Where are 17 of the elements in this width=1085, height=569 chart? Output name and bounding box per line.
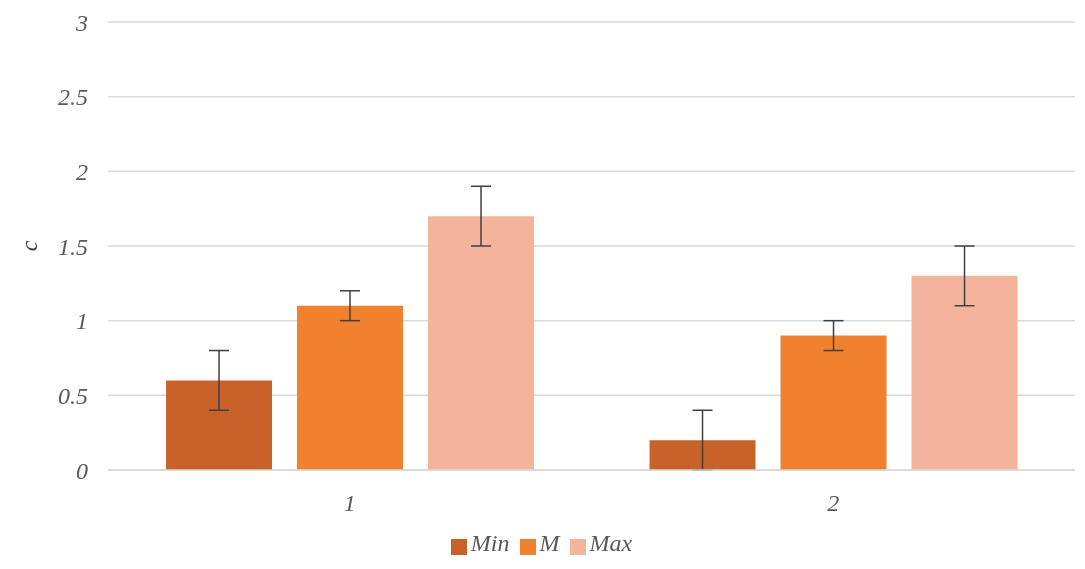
bar — [297, 305, 404, 470]
bar — [428, 216, 535, 470]
bar — [911, 275, 1018, 470]
y-tick-label: 2.5 — [58, 84, 88, 111]
bar — [780, 335, 887, 470]
y-axis-title: c — [15, 240, 42, 252]
y-tick-label: 0 — [76, 457, 88, 484]
bar — [649, 440, 756, 470]
y-tick-label: 1.5 — [58, 233, 88, 260]
legend-label: Max — [589, 530, 633, 556]
bar — [166, 380, 273, 470]
y-tick-label: 1 — [76, 308, 88, 335]
legend-label: Min — [470, 530, 510, 556]
y-tick-label: 0.5 — [58, 382, 88, 409]
y-tick-label: 2 — [76, 158, 88, 185]
y-tick-label: 3 — [75, 9, 88, 36]
legend-label: M — [539, 530, 560, 556]
